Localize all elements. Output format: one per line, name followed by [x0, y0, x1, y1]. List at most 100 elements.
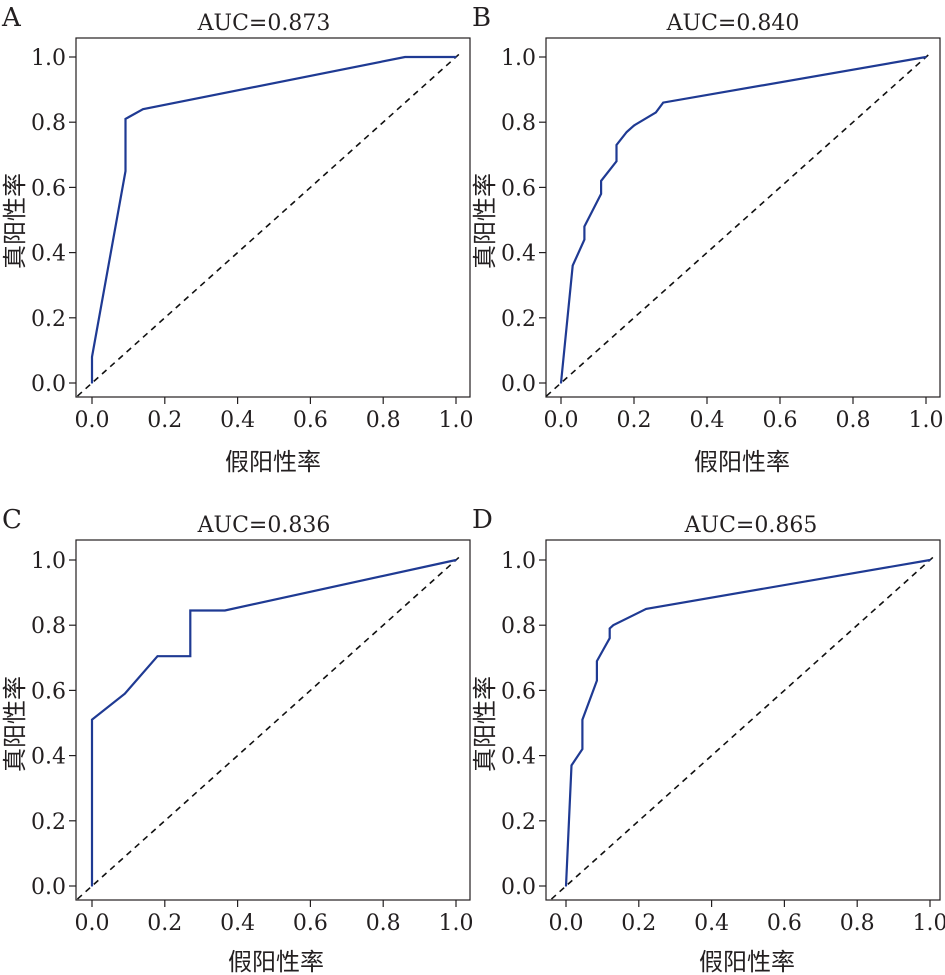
roc-panel-a: A AUC=0.873 0.0 0.2 0.4 0.6 0.8 1.0 0.0 0.2 0.4 0.6… — [1, 3, 474, 476]
y-tick-label: 0.2 — [501, 307, 536, 332]
roc-curve-point — [662, 101, 664, 104]
diagonal-reference-line — [550, 555, 935, 900]
chart-title: AUC=0.873 — [197, 11, 331, 36]
plot-frame — [75, 539, 471, 901]
panel-letter: D — [472, 505, 493, 535]
roc-curve-point — [570, 764, 573, 767]
x-tick-label: 1.0 — [439, 911, 474, 936]
x-tick-label: 0.2 — [147, 408, 182, 433]
roc-panel-c: C AUC=0.836 0.0 0.2 0.4 0.6 0.8 1.0 0.0 0.2 0.4 0.6… — [1, 505, 474, 975]
roc-curve-point — [583, 238, 586, 241]
x-axis-label: 假阳性率 — [225, 448, 321, 476]
roc-curve-point — [124, 170, 127, 172]
roc-curve-point — [224, 609, 226, 612]
roc-curve-point — [633, 124, 635, 127]
x-tick-label: 0.8 — [836, 408, 871, 433]
y-tick-label: 1.0 — [31, 549, 66, 574]
roc-curve-point — [91, 718, 93, 721]
roc-curve-point — [189, 655, 192, 657]
roc-curve-point — [600, 180, 602, 182]
roc-curve-point — [583, 225, 586, 228]
x-tick-label: 0.2 — [621, 911, 656, 936]
y-tick-label: 0.2 — [31, 307, 66, 332]
y-tick-label: 0.8 — [501, 614, 536, 639]
plot-frame — [545, 539, 941, 901]
roc-curve-point — [603, 647, 606, 649]
roc-curve-point — [404, 56, 406, 58]
panel-letter: B — [472, 3, 491, 33]
x-axis-label: 假阳性率 — [694, 448, 790, 476]
x-tick-label: 0.6 — [293, 408, 328, 433]
y-tick-label: 1.0 — [501, 549, 536, 574]
roc-curve-point — [592, 689, 595, 692]
x-tick-label: 0.0 — [549, 911, 584, 936]
roc-curve-point — [455, 56, 457, 58]
x-tick-label: 1.0 — [439, 408, 474, 433]
y-tick-label: 0.6 — [501, 679, 536, 704]
y-tick-label: 0.0 — [501, 875, 536, 900]
y-tick-label: 1.0 — [31, 46, 66, 71]
roc-curve-point — [91, 885, 93, 887]
x-tick-label: 0.6 — [767, 911, 802, 936]
roc-curve-point — [91, 356, 93, 358]
panel-letter: A — [1, 3, 22, 33]
y-tick-label: 0.0 — [31, 372, 66, 397]
roc-curve-point — [91, 382, 93, 384]
roc-curve-point — [645, 608, 647, 610]
roc-curve-point — [625, 131, 628, 133]
roc-curve-point — [612, 624, 615, 626]
y-axis-label: 真阳性率 — [471, 173, 499, 269]
roc-curve-point — [615, 144, 618, 146]
roc-curve-point — [596, 679, 598, 682]
roc-curve-point — [189, 609, 192, 612]
roc-curve-point — [608, 627, 611, 630]
y-tick-label: 0.4 — [31, 242, 66, 267]
chart-title: AUC=0.836 — [197, 513, 331, 538]
x-tick-label: 0.8 — [840, 911, 875, 936]
x-tick-label: 0.4 — [220, 911, 255, 936]
y-axis-label: 真阳性率 — [471, 676, 499, 772]
roc-curve-point — [608, 637, 611, 640]
y-tick-label: 0.0 — [31, 875, 66, 900]
diagonal-reference-line — [545, 52, 931, 397]
roc-curve-point — [655, 111, 657, 114]
roc-curve-point — [615, 160, 618, 163]
roc-curve-point — [600, 193, 602, 195]
roc-curve-point — [560, 382, 562, 384]
y-tick-label: 0.6 — [501, 176, 536, 201]
y-tick-label: 1.0 — [501, 46, 536, 71]
roc-curve-point — [581, 718, 584, 721]
y-tick-label: 0.4 — [501, 242, 536, 267]
roc-panel-b: B AUC=0.840 0.0 0.2 0.4 0.6 0.8 1.0 0.0 0.2 0.4 0.6… — [471, 3, 944, 476]
y-tick-label: 0.2 — [501, 810, 536, 835]
x-tick-label: 0.6 — [293, 911, 328, 936]
roc-curve-line — [90, 558, 457, 886]
roc-curve-point — [142, 108, 144, 110]
roc-curve-point — [929, 559, 931, 561]
chart-title: AUC=0.840 — [666, 11, 800, 36]
roc-curve-point — [571, 264, 574, 267]
x-axis-label: 假阳性率 — [699, 948, 795, 975]
y-axis-label: 真阳性率 — [1, 676, 29, 772]
y-tick-label: 0.8 — [501, 111, 536, 136]
x-tick-label: 0.0 — [75, 408, 110, 433]
x-tick-label: 0.4 — [690, 408, 725, 433]
x-tick-label: 0.0 — [544, 408, 579, 433]
y-tick-label: 0.2 — [31, 810, 66, 835]
x-tick-label: 0.4 — [220, 408, 255, 433]
roc-curve-point — [123, 692, 126, 695]
y-tick-label: 0.8 — [31, 614, 66, 639]
roc-curve-point — [581, 748, 584, 750]
plot-frame — [545, 37, 941, 398]
y-tick-label: 0.0 — [501, 372, 536, 397]
x-tick-label: 0.2 — [617, 408, 652, 433]
x-tick-label: 0.4 — [694, 911, 729, 936]
x-tick-label: 1.0 — [913, 911, 945, 936]
roc-panel-d: D AUC=0.865 0.0 0.2 0.4 0.6 0.8 1.0 0.0 0.2 0.4 0.6… — [471, 505, 945, 975]
x-tick-label: 0.2 — [147, 911, 182, 936]
plot-frame — [75, 37, 471, 398]
y-tick-label: 0.8 — [31, 111, 66, 136]
diagonal-reference-line — [76, 555, 461, 900]
x-tick-label: 0.8 — [366, 911, 401, 936]
